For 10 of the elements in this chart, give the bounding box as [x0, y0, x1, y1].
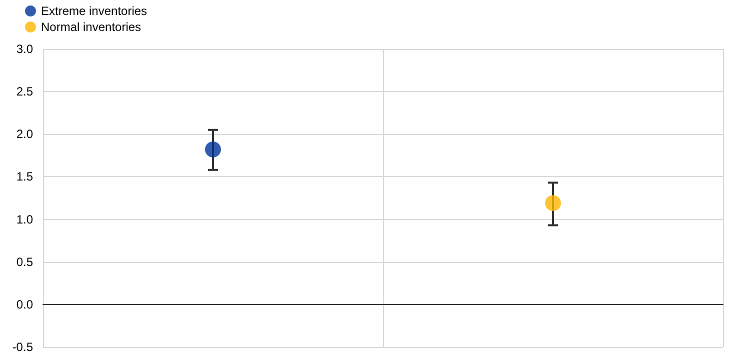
y-tick-label: -0.5 [12, 340, 34, 354]
y-tick-label: 1.0 [16, 212, 34, 226]
y-tick-label: 2.5 [16, 84, 34, 99]
y-tick-label: 1.5 [16, 170, 34, 184]
legend-label: Normal inventories [41, 20, 142, 34]
legend-label: Extreme inventories [41, 4, 148, 18]
y-tick-label: 2.0 [16, 127, 34, 142]
y-tick-label: 3.0 [16, 42, 34, 56]
y-tick-label: 0.5 [16, 254, 34, 269]
y-tick-label: 0.0 [16, 297, 34, 312]
